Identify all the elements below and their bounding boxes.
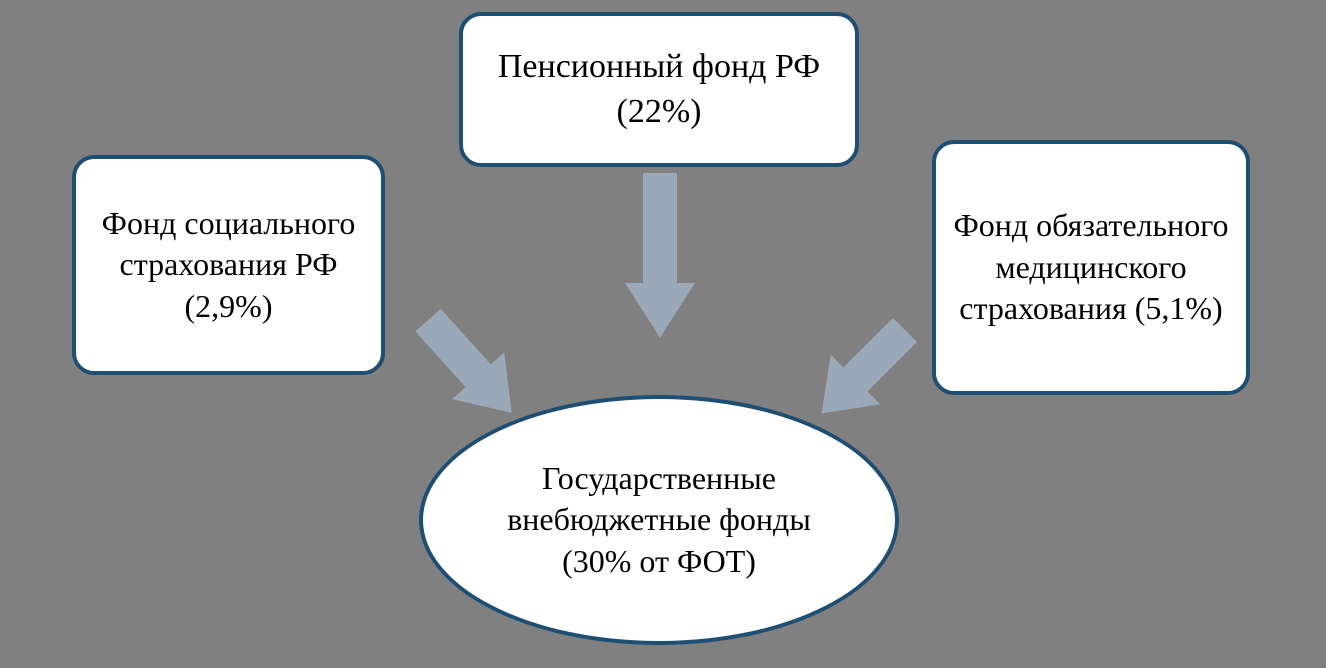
arrow-top-to-center bbox=[625, 173, 695, 338]
node-label: Государственные внебюджетные фонды (30% … bbox=[473, 458, 845, 583]
node-label: Фонд обязательного медицинского страхова… bbox=[952, 205, 1230, 330]
node-pension-fund: Пенсионный фонд РФ (22%) bbox=[459, 12, 859, 167]
node-label: Пенсионный фонд РФ (22%) bbox=[479, 45, 839, 133]
node-social-insurance-fund: Фонд социального страхования РФ (2,9%) bbox=[72, 155, 385, 375]
node-state-funds: Государственные внебюджетные фонды (30% … bbox=[419, 395, 899, 645]
arrow-right-to-center bbox=[797, 305, 930, 438]
node-medical-insurance-fund: Фонд обязательного медицинского страхова… bbox=[932, 140, 1250, 395]
arrow-left-to-center bbox=[402, 297, 538, 437]
node-label: Фонд социального страхования РФ (2,9%) bbox=[92, 203, 365, 328]
